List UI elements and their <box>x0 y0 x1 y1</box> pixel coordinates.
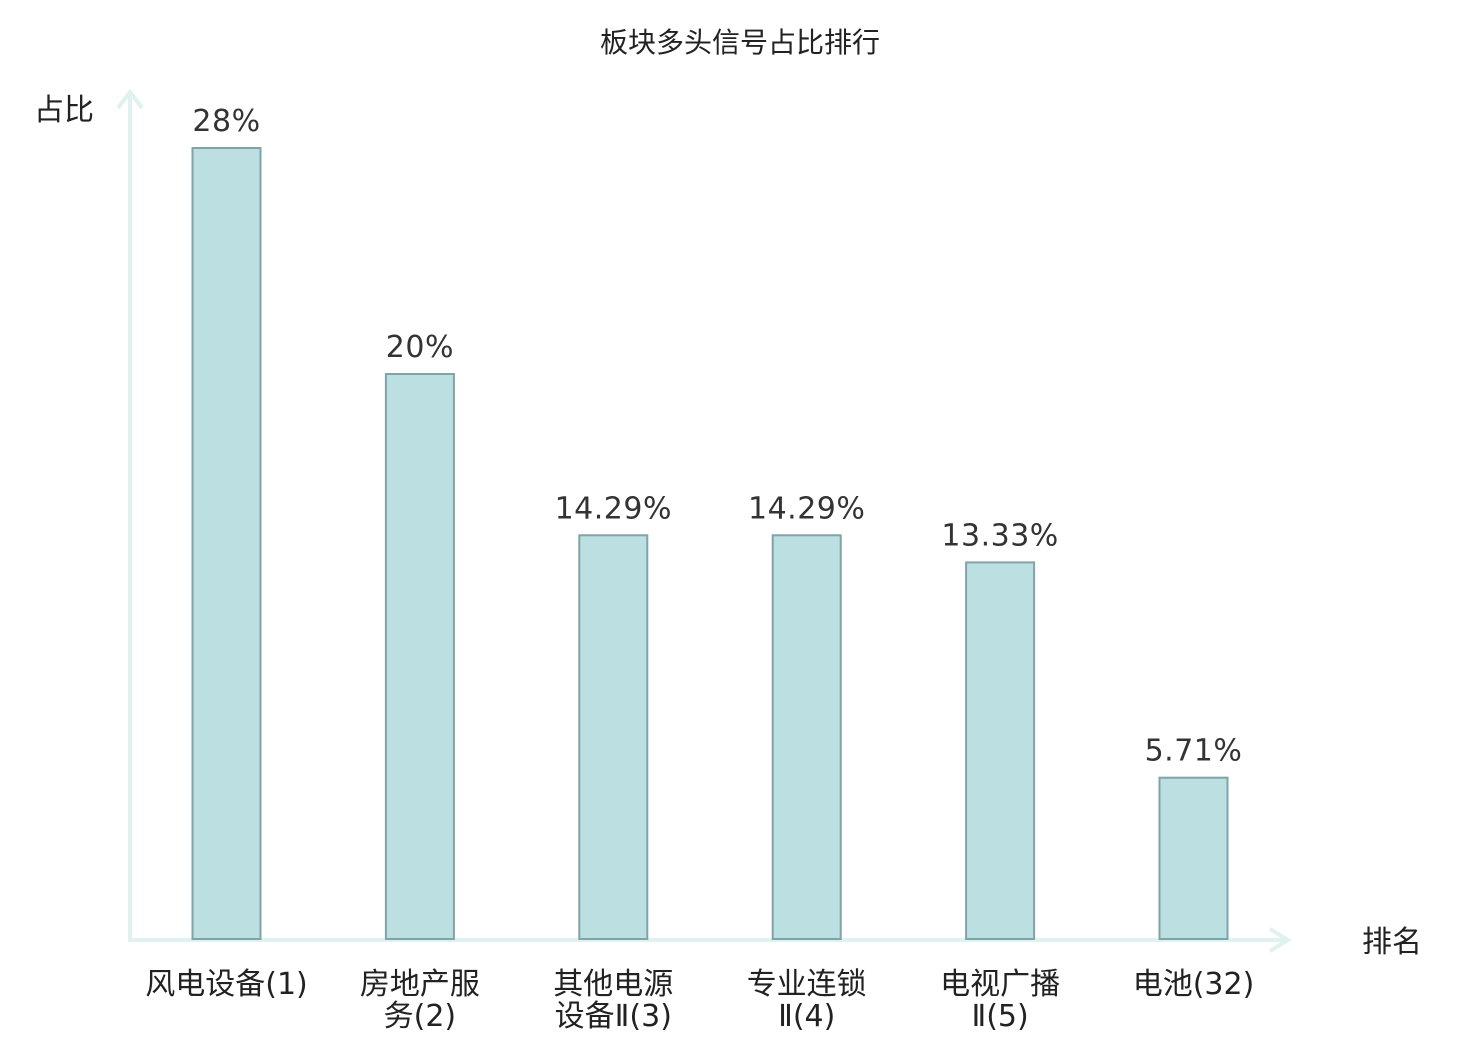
category-label: 房地产服 <box>360 967 480 1002</box>
bar <box>1158 776 1229 941</box>
bar-group <box>191 147 1229 941</box>
bar-value-label: 20% <box>386 330 454 365</box>
category-label: 其他电源 <box>553 967 673 1002</box>
category-label: 设备Ⅱ(3) <box>555 999 672 1034</box>
bar-value-label: 14.29% <box>555 491 672 526</box>
category-label: Ⅱ(5) <box>971 999 1028 1034</box>
category-label: 风电设备(1) <box>145 967 308 1002</box>
category-label: 电池(32) <box>1133 967 1255 1002</box>
bar-value-label: 5.71% <box>1145 734 1243 769</box>
bar-value-label: 14.29% <box>748 491 865 526</box>
x-axis-arrow <box>1268 927 1292 953</box>
bar <box>771 534 842 940</box>
category-label: 专业连锁 <box>747 967 867 1002</box>
bar <box>384 373 455 940</box>
category-label: Ⅱ(4) <box>778 999 835 1034</box>
bar <box>965 561 1036 941</box>
axes <box>116 88 1292 953</box>
chart-title: 板块多头信号占比排行 <box>600 26 880 59</box>
bar <box>578 534 649 940</box>
category-label: 电视广播 <box>940 967 1060 1002</box>
y-axis-arrow <box>116 88 144 110</box>
bar-value-label: 28% <box>192 104 260 139</box>
x-axis-label: 排名 <box>1362 925 1422 960</box>
category-label: 务(2) <box>384 999 457 1034</box>
y-axis-label: 占比 <box>34 93 94 128</box>
bar-value-label: 13.33% <box>941 518 1058 553</box>
bar <box>191 147 262 940</box>
value-label-group: 28% 20% 14.29% 14.29% 13.33% 5.71% <box>192 104 1242 769</box>
